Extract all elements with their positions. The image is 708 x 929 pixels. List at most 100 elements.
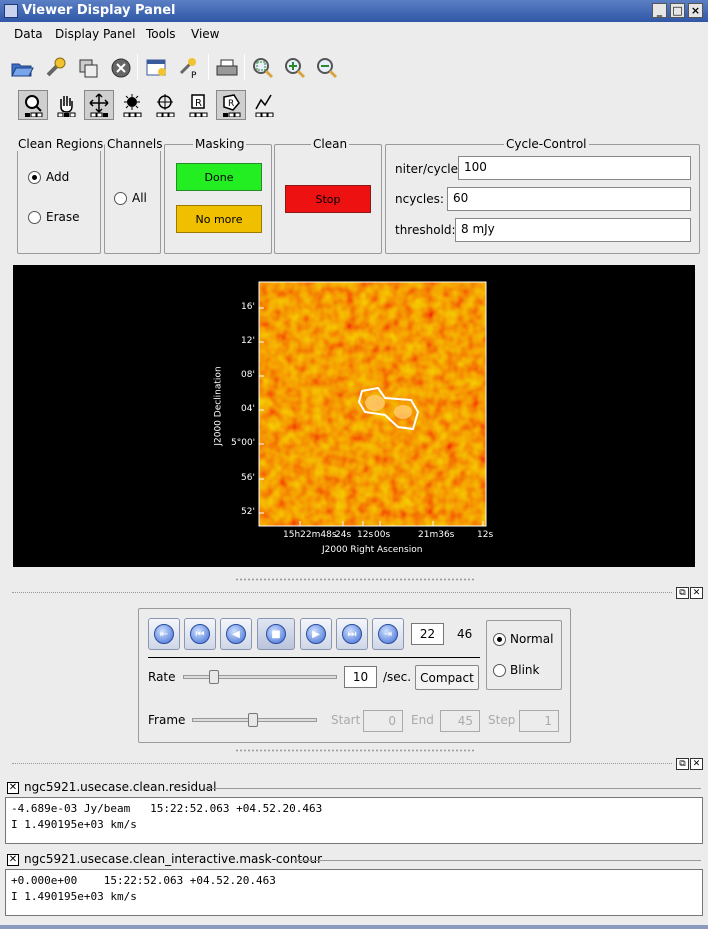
tracking-panel-title: ngc5921.usecase.clean.residual (24, 780, 217, 794)
compact-button[interactable]: Compact (415, 665, 479, 690)
menu-display-panel[interactable]: Display Panel (55, 27, 136, 41)
print-setup-icon[interactable]: P (175, 54, 203, 82)
y-tick-label: 16' (241, 302, 255, 312)
normal-mode-label[interactable]: Normal (510, 632, 554, 646)
close-tracking-icon[interactable]: ✕ (7, 854, 19, 866)
all-channels-radio[interactable] (114, 192, 127, 205)
mouse-tools-bar: R R (0, 87, 708, 123)
current-frame-input[interactable]: 22 (411, 623, 444, 645)
copy-panel-icon[interactable] (74, 54, 102, 82)
pan-hand-icon[interactable] (51, 90, 81, 120)
rate-slider-thumb[interactable] (208, 670, 219, 684)
move-arrows-icon[interactable] (84, 90, 114, 120)
x-tick-label: 12s (477, 530, 494, 540)
threshold-input[interactable]: 8 mJy (455, 218, 691, 242)
frame-slider-thumb[interactable] (248, 713, 259, 727)
close-circle-icon[interactable] (107, 54, 135, 82)
image-plot[interactable] (13, 265, 695, 567)
app-icon (4, 4, 18, 18)
zoom-tool-icon[interactable] (18, 90, 48, 120)
add-radio[interactable] (28, 171, 41, 184)
polyline-tool-icon[interactable] (249, 90, 279, 120)
step-back-button[interactable]: ⏮ (184, 618, 216, 650)
clean-regions-group: Clean Regions Add Erase (16, 137, 106, 254)
to-start-icon: ⇤ (154, 624, 174, 644)
erase-radio[interactable] (28, 211, 41, 224)
ncycles-input[interactable]: 60 (447, 187, 691, 211)
wrench-icon[interactable] (42, 54, 70, 82)
rate-input[interactable]: 10 (344, 666, 377, 688)
contrast-tool-icon[interactable] (117, 90, 147, 120)
no-more-button[interactable]: No more (176, 205, 262, 233)
niter-input[interactable]: 100 (458, 156, 691, 180)
close-panel-icon[interactable]: ✕ (690, 587, 703, 599)
x-tick-label: 21m36s (418, 530, 455, 540)
all-channels-label[interactable]: All (132, 191, 147, 205)
clean-mask-contour[interactable] (357, 386, 420, 431)
x-tick-label: 24s (335, 530, 352, 540)
crosshair-tool-icon[interactable] (150, 90, 180, 120)
zoom-fit-icon[interactable] (249, 54, 277, 82)
menu-data[interactable]: Data (14, 27, 43, 41)
open-folder-icon[interactable] (8, 54, 36, 82)
tracking-panel-title: ngc5921.usecase.clean_interactive.mask-c… (24, 852, 323, 866)
stop-icon: ■ (266, 624, 286, 644)
y-tick-label: 56' (241, 473, 255, 483)
menu-view[interactable]: View (191, 27, 220, 41)
y-tick-label: 5°00' (231, 438, 256, 448)
minimize-button[interactable]: _ (652, 3, 667, 18)
play-backward-button[interactable]: ◀ (220, 618, 252, 650)
done-button[interactable]: Done (176, 163, 262, 191)
play-forward-button[interactable]: ▶ (300, 618, 332, 650)
to-end-icon: ⇥ (378, 624, 398, 644)
step-input[interactable]: 1 (519, 710, 559, 732)
x-axis-label: J2000 Right Ascension (322, 545, 423, 555)
printer-icon[interactable] (213, 54, 241, 82)
stop-animation-button[interactable]: ■ (257, 618, 295, 650)
image-display-canvas[interactable]: 16' 12' 08' 04' 5°00' 56' 52' J2000 Decl… (13, 265, 695, 567)
rectangle-region-icon[interactable]: R (183, 90, 213, 120)
rate-slider[interactable] (183, 675, 337, 679)
blink-mode-label[interactable]: Blink (510, 663, 540, 677)
close-window-button[interactable]: × (688, 3, 703, 18)
y-tick-label: 08' (241, 370, 255, 380)
start-input[interactable]: 0 (363, 710, 403, 732)
new-panel-icon[interactable] (143, 54, 171, 82)
float-panel-icon[interactable]: ⧉ (676, 758, 689, 770)
x-tick-label: 00s (374, 530, 391, 540)
step-forward-button[interactable]: ⏭ (336, 618, 368, 650)
stop-button[interactable]: Stop (285, 185, 371, 213)
zoom-out-icon[interactable] (313, 54, 341, 82)
erase-label[interactable]: Erase (46, 210, 80, 224)
masking-title: Masking (193, 137, 247, 151)
title-bar[interactable]: Viewer Display Panel _ □ × (0, 0, 708, 22)
menu-tools[interactable]: Tools (146, 27, 176, 41)
end-label: End (411, 713, 434, 727)
svg-text:R: R (228, 99, 234, 109)
close-tracking-icon[interactable]: ✕ (7, 782, 19, 794)
maximize-button[interactable]: □ (670, 3, 685, 18)
main-toolbar: P (0, 52, 708, 84)
add-label[interactable]: Add (46, 170, 70, 184)
play-backward-icon: ◀ (226, 624, 246, 644)
x-tick-label: 12s (357, 530, 374, 540)
float-panel-icon[interactable]: ⧉ (676, 587, 689, 599)
menu-bar: Data Display Panel Tools View (0, 24, 708, 46)
splitter[interactable] (235, 749, 475, 752)
to-end-button[interactable]: ⇥ (372, 618, 404, 650)
step-back-icon: ⏮ (190, 624, 210, 644)
y-tick-label: 04' (241, 404, 255, 414)
to-start-button[interactable]: ⇤ (148, 618, 180, 650)
channels-group: Channels All (104, 137, 165, 254)
tracking-readout: +0.000e+00 15:22:52.063 +04.52.20.463 I 1… (5, 869, 703, 916)
niter-label: niter/cycle: (395, 162, 463, 176)
polygon-region-icon[interactable]: R (216, 90, 246, 120)
end-input[interactable]: 45 (440, 710, 480, 732)
blink-mode-radio[interactable] (493, 664, 506, 677)
tracking-line: I 1.490195e+03 km/s (11, 890, 137, 903)
normal-mode-radio[interactable] (493, 633, 506, 646)
clean-regions-title: Clean Regions (16, 137, 106, 151)
close-panel-icon[interactable]: ✕ (690, 758, 703, 770)
zoom-in-icon[interactable] (281, 54, 309, 82)
splitter[interactable] (235, 578, 475, 581)
